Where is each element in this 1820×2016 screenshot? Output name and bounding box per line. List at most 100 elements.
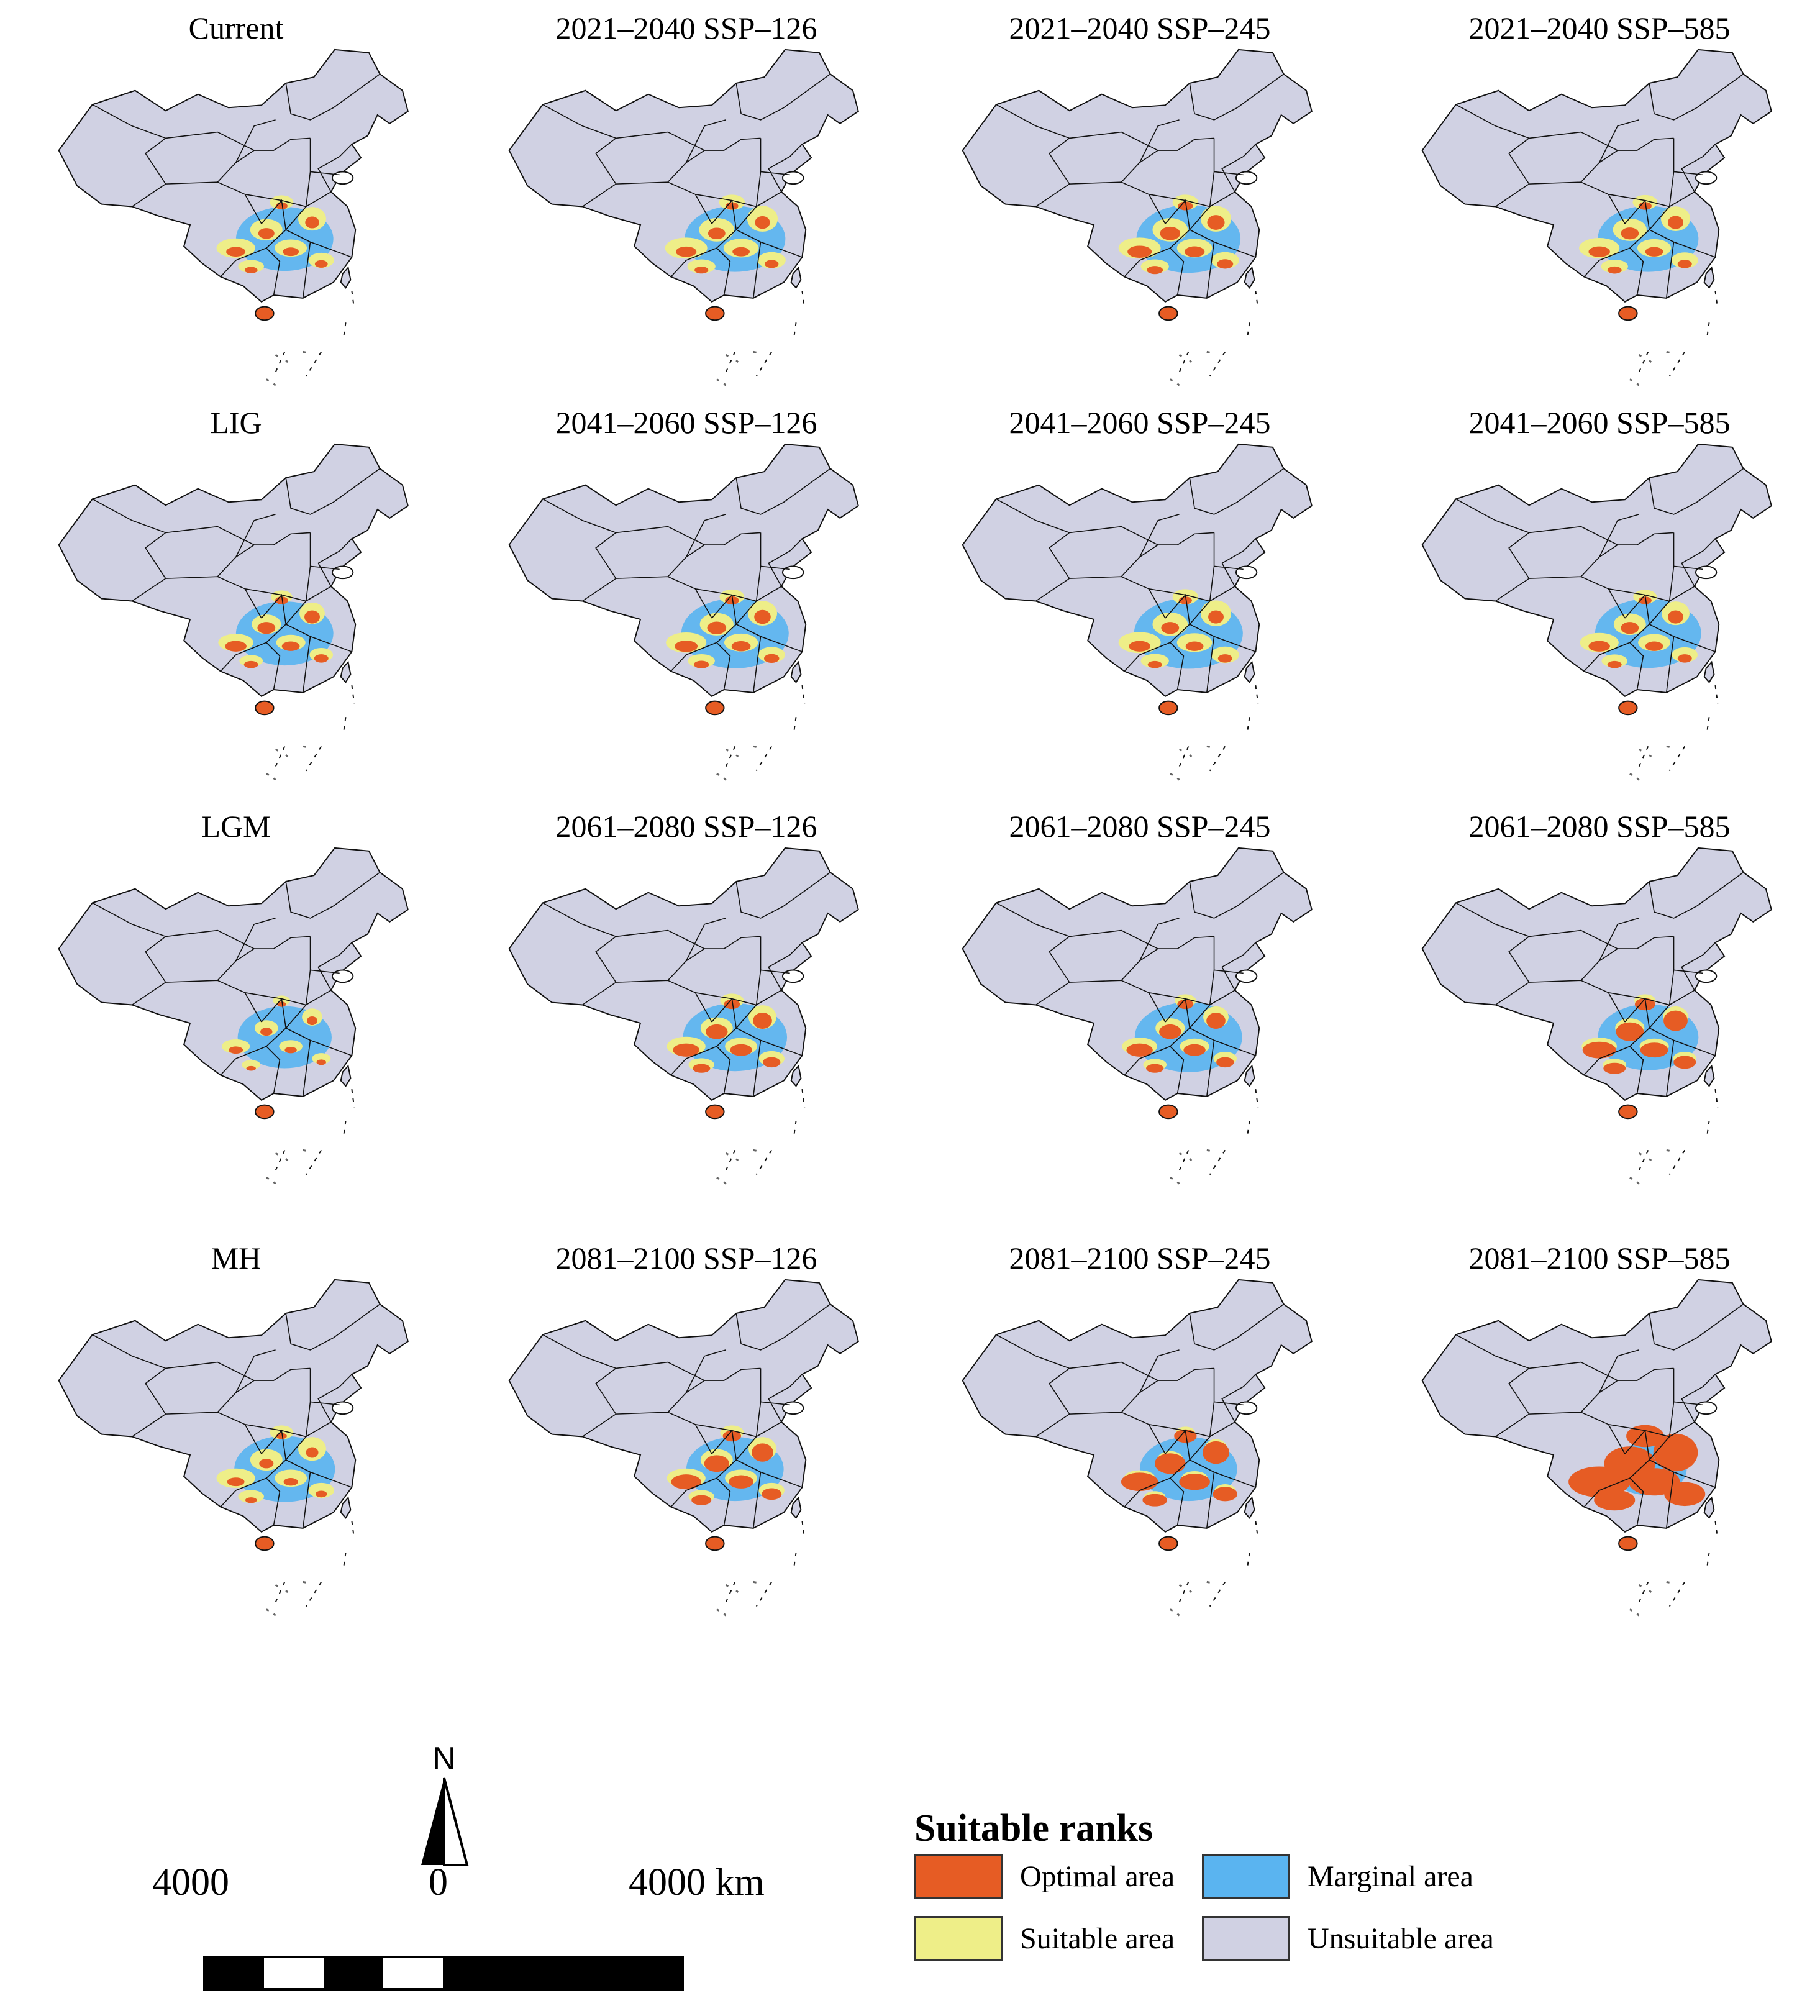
province-border bbox=[1139, 1477, 1185, 1526]
province-border bbox=[1598, 1349, 1639, 1393]
province-border bbox=[1599, 1477, 1644, 1526]
optimal-area bbox=[706, 1024, 728, 1039]
country-outline bbox=[58, 443, 409, 697]
province-border bbox=[1124, 654, 1140, 672]
province-border bbox=[235, 918, 276, 962]
optimal-area bbox=[1634, 998, 1655, 1011]
province-border bbox=[1214, 1401, 1244, 1406]
province-border bbox=[1139, 1349, 1180, 1393]
optimal-area bbox=[1640, 1042, 1668, 1058]
province-border bbox=[670, 1058, 687, 1076]
country-outline bbox=[962, 1279, 1313, 1533]
map-panel-title: 2061–2080 SSP–585 bbox=[1468, 809, 1731, 844]
province-border bbox=[996, 1334, 1070, 1369]
map-panel: 2081–2100 SSP–585 bbox=[1376, 1239, 1820, 1637]
province-border bbox=[217, 1367, 311, 1413]
south-china-sea-boundary bbox=[273, 685, 355, 772]
optimal-area bbox=[259, 1459, 274, 1469]
province-border bbox=[245, 586, 332, 602]
province-border bbox=[1121, 137, 1214, 183]
north-arrow-light-half bbox=[443, 1777, 469, 1866]
province-border bbox=[1149, 990, 1235, 1006]
south-china-sea-boundary bbox=[1176, 685, 1259, 772]
province-border bbox=[1035, 980, 1166, 1023]
south-china-sea-boundary bbox=[1176, 1520, 1259, 1607]
hainan-island bbox=[1618, 700, 1638, 716]
province-border bbox=[1121, 936, 1214, 981]
legend-item-unsuitable: Unsuitable area bbox=[1202, 1913, 1494, 1963]
scale-left-label: 4000 bbox=[152, 1861, 229, 1904]
province-border bbox=[1495, 1412, 1626, 1454]
province-border bbox=[542, 104, 616, 139]
optimal-area bbox=[707, 621, 727, 634]
map-panel: 2061–2080 SSP–126 bbox=[463, 808, 910, 1205]
province-border bbox=[1681, 954, 1704, 991]
province-border bbox=[1035, 1412, 1166, 1454]
optimal-area bbox=[722, 1430, 742, 1442]
taiwan-island bbox=[1244, 266, 1255, 289]
optimal-area bbox=[1142, 1494, 1168, 1507]
province-border bbox=[310, 969, 340, 974]
optimal-area bbox=[1161, 622, 1180, 634]
map-panel-title: 2081–2100 SSP–585 bbox=[1468, 1241, 1731, 1275]
province-border bbox=[1124, 260, 1140, 278]
optimal-area bbox=[1126, 1043, 1153, 1057]
province-border bbox=[667, 1367, 761, 1413]
province-border bbox=[1703, 942, 1716, 956]
map-panel: 2061–2080 SSP–585 bbox=[1376, 808, 1820, 1205]
map-panel: 2081–2100 SSP–245 bbox=[916, 1239, 1363, 1637]
province-border bbox=[685, 1349, 726, 1393]
province-border bbox=[1649, 1303, 1744, 1351]
optimal-area bbox=[258, 228, 275, 239]
province-border bbox=[1049, 131, 1158, 185]
province-border bbox=[339, 144, 352, 157]
taiwan-island bbox=[340, 660, 352, 683]
map-panel: LGM bbox=[12, 808, 460, 1205]
province-border bbox=[1455, 498, 1529, 534]
province-border bbox=[1608, 1421, 1695, 1438]
province-border bbox=[1189, 468, 1285, 515]
map-panel-title: 2021–2040 SSP–585 bbox=[1468, 11, 1731, 45]
optimal-area bbox=[1155, 1453, 1186, 1474]
scale-right-label: 4000 km bbox=[629, 1861, 765, 1904]
taiwan-island bbox=[1703, 1064, 1715, 1087]
south-china-sea-boundary bbox=[1636, 1520, 1719, 1607]
province-border bbox=[1580, 936, 1674, 981]
province-border bbox=[220, 654, 237, 672]
province-border bbox=[132, 576, 262, 619]
province-border bbox=[1665, 1040, 1675, 1097]
province-border bbox=[145, 929, 255, 983]
province-border bbox=[996, 498, 1070, 534]
province-border bbox=[1139, 918, 1180, 962]
optimal-area bbox=[732, 247, 750, 257]
province-border bbox=[667, 137, 761, 183]
province-border bbox=[1214, 171, 1244, 176]
legend-swatch-marginal bbox=[1202, 1854, 1290, 1899]
optimal-area bbox=[314, 260, 328, 268]
country-outline bbox=[962, 48, 1313, 303]
province-border bbox=[266, 138, 311, 249]
province-border bbox=[735, 872, 831, 919]
province-border bbox=[670, 654, 687, 672]
map-panel-title: 2081–2100 SSP–126 bbox=[555, 1241, 817, 1275]
province-border bbox=[1599, 1046, 1644, 1094]
north-label: N bbox=[432, 1741, 456, 1777]
optimal-area bbox=[245, 1497, 257, 1503]
optimal-area bbox=[1184, 246, 1205, 257]
islands bbox=[1170, 1580, 1210, 1617]
scale-center-label: 0 bbox=[429, 1861, 448, 1904]
optimal-area bbox=[1177, 999, 1194, 1010]
province-border bbox=[1665, 242, 1675, 298]
optimal-area bbox=[1668, 610, 1683, 624]
south-china-sea-boundary bbox=[273, 1088, 355, 1175]
province-border bbox=[686, 1046, 731, 1094]
province-border bbox=[220, 260, 237, 278]
province-border bbox=[760, 171, 790, 176]
province-border bbox=[1243, 942, 1256, 956]
province-border bbox=[302, 242, 311, 298]
map-panel-title: 2041–2060 SSP–245 bbox=[1009, 405, 1271, 440]
legend-swatch-optimal bbox=[914, 1854, 1003, 1899]
province-border bbox=[542, 498, 616, 534]
china-map bbox=[58, 443, 409, 781]
optimal-area bbox=[1216, 1057, 1234, 1068]
